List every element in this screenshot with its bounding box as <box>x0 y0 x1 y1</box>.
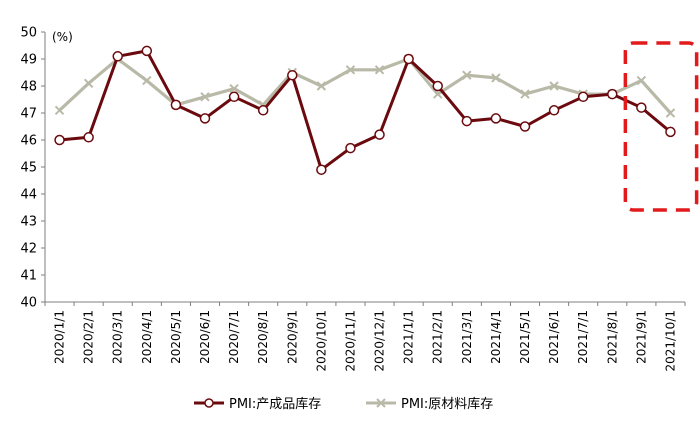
y-tick-label: 42 <box>20 242 37 257</box>
y-tick-label: 41 <box>20 269 37 284</box>
data-point-raw-material-inventory <box>200 92 210 102</box>
data-point-product-inventory <box>257 105 269 116</box>
y-tick-label: 45 <box>20 161 37 176</box>
data-point-raw-material-inventory <box>636 75 647 86</box>
y-tick-label: 44 <box>20 188 37 203</box>
y-tick-label: 46 <box>20 134 37 149</box>
data-point-product-inventory <box>112 51 123 62</box>
data-point-product-inventory <box>228 91 240 103</box>
x-tick-label: 2021/4/1 <box>489 310 503 364</box>
x-tick-label: 2020/2/1 <box>82 310 96 364</box>
legend-marker-product-inventory <box>204 398 214 408</box>
data-point-raw-material-inventory <box>665 108 676 118</box>
data-point-product-inventory <box>461 115 473 127</box>
x-tick-label: 2020/12/1 <box>373 310 387 372</box>
x-tick-label: 2021/7/1 <box>576 310 590 364</box>
x-tick-label: 2021/10/1 <box>663 310 677 372</box>
data-point-product-inventory <box>403 53 414 65</box>
x-tick-label: 2020/11/1 <box>343 310 357 372</box>
data-point-raw-material-inventory <box>549 81 559 91</box>
data-point-product-inventory <box>432 80 443 92</box>
x-tick-label: 2020/7/1 <box>227 310 241 364</box>
series-line-product-inventory <box>59 49 672 172</box>
y-tick-label: 50 <box>20 26 37 41</box>
data-point-product-inventory <box>316 164 327 175</box>
data-point-product-inventory <box>170 99 182 111</box>
data-point-raw-material-inventory <box>316 81 327 91</box>
data-point-raw-material-inventory <box>462 70 472 80</box>
series-line-raw-material-inventory <box>58 57 672 115</box>
x-tick-label: 2020/10/1 <box>314 310 328 372</box>
x-tick-label: 2021/2/1 <box>431 310 445 364</box>
y-tick-label: 40 <box>20 296 37 311</box>
y-tick-label: 47 <box>20 107 37 122</box>
data-point-product-inventory <box>665 126 676 138</box>
data-point-product-inventory <box>607 88 618 100</box>
data-point-raw-material-inventory <box>229 83 239 94</box>
data-point-product-inventory <box>636 102 647 113</box>
data-point-product-inventory <box>141 45 153 57</box>
x-tick-label: 2020/6/1 <box>198 310 212 364</box>
data-point-product-inventory <box>374 129 385 140</box>
data-point-product-inventory <box>519 121 531 132</box>
legend-label-product-inventory: PMI:产成品库存 <box>229 396 321 412</box>
x-tick-label: 2020/3/1 <box>111 310 125 364</box>
legend: PMI:产成品库存 PMI:原材料库存 <box>194 396 493 412</box>
data-point-raw-material-inventory <box>374 65 385 75</box>
x-tick-label: 2021/5/1 <box>518 310 532 364</box>
data-point-product-inventory <box>287 69 298 81</box>
y-tick-label: 43 <box>20 215 37 230</box>
data-point-product-inventory <box>345 142 356 154</box>
y-tick-label: 49 <box>20 53 37 68</box>
highlight-dashed-box <box>623 41 699 212</box>
x-tick-label: 2021/9/1 <box>634 310 648 364</box>
x-tick-label: 2020/4/1 <box>140 310 154 364</box>
y-tick-label: 48 <box>20 80 37 95</box>
x-tick-label: 2020/1/1 <box>53 310 67 364</box>
x-tick-label: 2020/9/1 <box>285 310 299 364</box>
data-point-raw-material-inventory <box>142 75 152 86</box>
data-point-product-inventory <box>577 91 589 103</box>
data-point-raw-material-inventory <box>491 73 501 83</box>
data-point-raw-material-inventory <box>345 65 356 75</box>
x-tick-label: 2020/5/1 <box>169 310 183 364</box>
data-point-product-inventory <box>54 134 65 146</box>
data-point-product-inventory <box>490 113 502 124</box>
data-point-raw-material-inventory <box>520 89 530 99</box>
legend-marker-raw-material-inventory <box>376 398 386 408</box>
x-tick-label: 2021/8/1 <box>605 310 619 364</box>
data-point-raw-material-inventory <box>54 105 65 116</box>
x-tick-label: 2021/3/1 <box>460 310 474 364</box>
data-point-product-inventory <box>83 132 94 143</box>
x-tick-label: 2020/8/1 <box>256 310 270 364</box>
data-point-product-inventory <box>199 113 211 124</box>
y-unit-label: (%) <box>52 30 73 44</box>
x-tick-label: 2021/6/1 <box>547 310 561 364</box>
data-point-product-inventory <box>548 105 560 116</box>
legend-label-raw-material-inventory: PMI:原材料库存 <box>401 396 493 412</box>
x-tick-label: 2021/1/1 <box>402 310 416 364</box>
data-point-raw-material-inventory <box>83 78 94 89</box>
